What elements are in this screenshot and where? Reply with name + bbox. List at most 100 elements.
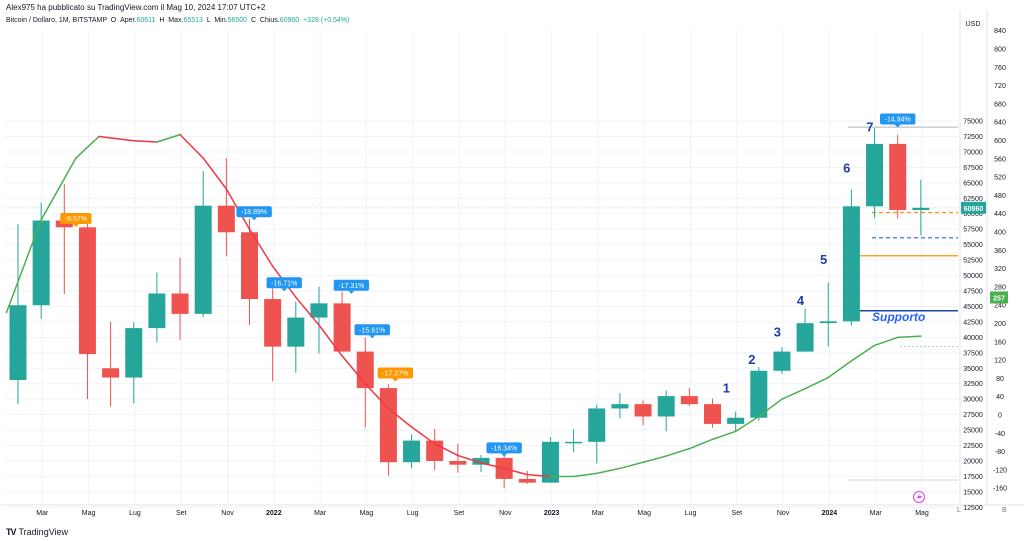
- y-axis-right-tick-label: 720: [994, 83, 1006, 90]
- moving-average-segment: [781, 387, 806, 400]
- candle-body: [403, 440, 421, 463]
- candle: [78, 216, 96, 400]
- moving-average-segment: [526, 473, 552, 478]
- y-axis-right-tick-label: 400: [994, 230, 1006, 237]
- y-axis-tick-label: 70000: [963, 149, 983, 156]
- candle: [449, 443, 467, 473]
- tradingview-logo-icon: TV: [6, 527, 16, 537]
- y-axis-right-tick-label: 760: [994, 65, 1006, 72]
- candle: [842, 189, 860, 326]
- y-axis-tick-label: 32500: [963, 381, 983, 388]
- x-axis-tick-label: Nov: [221, 510, 234, 517]
- candle-body: [518, 478, 536, 483]
- y-axis-right-tick-label: 560: [994, 156, 1006, 163]
- y-axis-right-tick-label: -160: [993, 486, 1007, 493]
- open-letter: O: [110, 17, 117, 24]
- percent-label-text: -14.94%: [885, 116, 911, 123]
- y-axis-right-tick-label: -80: [995, 449, 1005, 456]
- tradingview-brand[interactable]: TV TradingView: [6, 527, 68, 537]
- percent-label: -14.94%: [880, 113, 916, 128]
- y-axis-tick-label: 72500: [963, 134, 983, 141]
- x-axis-tick-label: Mar: [592, 510, 605, 517]
- candle: [194, 171, 212, 317]
- candle-body: [264, 299, 282, 347]
- moving-average-segment: [75, 135, 100, 159]
- last-price-tag-text: 60960: [964, 206, 984, 213]
- moving-average-segment: [758, 398, 783, 418]
- percent-label: -15.61%: [354, 324, 390, 339]
- percent-label-pointer: [251, 217, 258, 221]
- candle-body: [842, 206, 860, 322]
- candle-body: [194, 205, 212, 314]
- x-axis-tick-label: Nov: [499, 510, 512, 517]
- candle: [426, 428, 444, 471]
- candle-body: [333, 303, 351, 352]
- candle-body: [773, 351, 791, 371]
- moving-average-segment: [433, 442, 459, 457]
- candle: [657, 390, 675, 432]
- x-axis-tick-label: Lug: [407, 510, 419, 517]
- change-value: +328 (+0.54%): [303, 17, 350, 24]
- wave-label: 4: [797, 293, 805, 308]
- moving-average-segment: [156, 133, 181, 143]
- candle: [565, 429, 583, 453]
- brand-name: TradingView: [18, 527, 69, 537]
- candle: [148, 272, 166, 343]
- wave-label: 2: [748, 352, 755, 367]
- candle-body: [102, 368, 120, 378]
- x-axis-tick-label: Set: [454, 510, 465, 517]
- percent-label-pointer: [894, 124, 901, 128]
- candle-body: [565, 441, 583, 444]
- moving-average-segment: [619, 461, 644, 470]
- y-axis-right-tick-label: 840: [994, 28, 1006, 35]
- x-axis-tick-label: Mag: [360, 510, 374, 517]
- percent-label-box: [354, 324, 390, 336]
- candle-body: [866, 143, 884, 207]
- candle-body: [287, 317, 305, 347]
- y-axis-tick-label: 50000: [963, 273, 983, 280]
- y-axis-right-tick-label: 280: [994, 284, 1006, 291]
- publisher-line: Alex975 ha pubblicato su TradingView.com…: [6, 3, 266, 12]
- percent-label: -16.71%: [266, 277, 302, 292]
- percent-label-text: -16.34%: [491, 445, 517, 452]
- candle-body: [78, 227, 96, 355]
- x-axis-tick-label: Set: [732, 510, 743, 517]
- moving-average-segment: [688, 438, 714, 450]
- log-scale-button[interactable]: L: [957, 507, 961, 514]
- y-axis-right-tick-label: -40: [995, 431, 1005, 438]
- percent-label-box: [60, 213, 92, 224]
- y-axis-unit: USD: [966, 21, 981, 28]
- grid: [5, 30, 960, 508]
- y-axis-tick-label: 55000: [963, 242, 983, 249]
- support-label: Supporto: [872, 310, 925, 324]
- moving-average-segment: [827, 360, 853, 379]
- moving-average-segment: [248, 228, 274, 268]
- percent-label-box: [486, 442, 522, 454]
- y-axis-right-tick-label: 480: [994, 193, 1006, 200]
- x-axis-tick-label: Mag: [637, 510, 651, 517]
- auto-scale-button[interactable]: B: [1002, 507, 1007, 514]
- low-value: 56500: [227, 17, 248, 24]
- moving-average-segment: [503, 467, 529, 476]
- candle-body: [241, 232, 258, 300]
- ma-value-tag-text: 257: [993, 295, 1005, 302]
- moving-average-segment: [133, 140, 158, 143]
- candle: [287, 301, 305, 373]
- candle-body: [217, 205, 235, 233]
- candle-body: [750, 370, 768, 418]
- percent-label-text: -17.31%: [338, 283, 364, 290]
- flash-icon: [913, 491, 925, 503]
- y-axis-tick-label: 17500: [963, 474, 983, 481]
- y-axis-tick-label: 22500: [963, 443, 983, 450]
- x-axis-tick-label: Mag: [915, 510, 929, 517]
- y-axis-tick-label: 67500: [963, 165, 983, 172]
- wave-label: 3: [774, 325, 781, 340]
- y-axis-right-tick-label: 240: [994, 303, 1006, 310]
- percent-label-pointer: [392, 378, 399, 382]
- y-axis-tick-label: 35000: [963, 366, 983, 373]
- percent-label-text: -17.27%: [382, 371, 408, 378]
- candle: [9, 224, 27, 405]
- y-axis-right-tick-label: 640: [994, 120, 1006, 127]
- candle-body: [657, 396, 675, 417]
